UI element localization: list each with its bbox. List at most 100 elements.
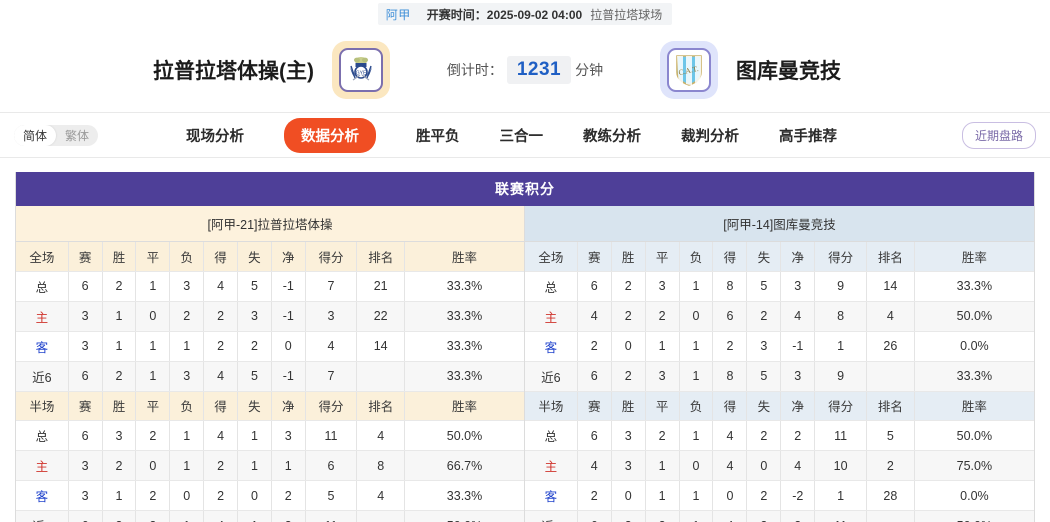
cell-rank: 4 — [356, 480, 406, 511]
cell-against: 1 — [237, 420, 272, 451]
cell-winrate: 33.3% — [914, 271, 1034, 302]
atletico-tucuman-crest-icon: C.A.T. — [667, 48, 711, 92]
table-row: 客 3 1 1 1 2 2 0 4 14 33.3% — [16, 331, 524, 362]
cell-loss: 0 — [169, 480, 205, 511]
cell-draw: 1 — [135, 271, 171, 302]
cell-rank: 14 — [866, 271, 915, 302]
col-rank: 排名 — [866, 391, 915, 421]
tab-win-draw-loss[interactable]: 胜平负 — [416, 128, 460, 145]
cell-draw: 1 — [645, 331, 680, 362]
lang-option-simplified[interactable]: 简体 — [14, 124, 57, 146]
cell-played: 2 — [577, 480, 612, 511]
col-win: 胜 — [611, 242, 646, 272]
cell-against: 3 — [746, 331, 782, 362]
cell-win: 3 — [611, 420, 646, 451]
cell-played: 6 — [68, 510, 103, 522]
col-rank: 排名 — [866, 242, 915, 272]
tab-referee-analysis[interactable]: 裁判分析 — [681, 128, 740, 145]
cell-loss: 1 — [679, 510, 714, 522]
col-loss: 负 — [679, 391, 714, 421]
nav-tabs: 现场分析 数据分析 胜平负 三合一 教练分析 裁判分析 高手推荐 — [186, 117, 838, 153]
cell-diff: -1 — [271, 361, 306, 392]
cell-draw: 2 — [645, 510, 680, 522]
table-row: 总 6 2 3 1 8 5 3 9 14 33.3% — [525, 271, 1034, 302]
cell-winrate: 50.0% — [914, 420, 1034, 451]
cell-win: 1 — [102, 480, 137, 511]
cell-against: 5 — [237, 361, 272, 392]
table-row: 近6 6 2 3 1 8 5 3 9 33.3% — [525, 361, 1034, 392]
countdown-unit: 分钟 — [575, 62, 604, 78]
col-played: 赛 — [68, 242, 103, 272]
col-draw: 平 — [135, 242, 171, 272]
cell-for: 4 — [203, 510, 238, 522]
row-label: 近6 — [16, 510, 69, 522]
col-points: 得分 — [305, 391, 358, 421]
table-row: 客 2 0 1 1 2 3 -1 1 26 0.0% — [525, 331, 1034, 362]
table-header-row: 全场 赛 胜 平 负 得 失 净 得分 排名 胜率 — [525, 242, 1034, 272]
home-team[interactable]: 拉普拉塔体操(主) GYE — [60, 41, 390, 99]
cell-win: 3 — [611, 450, 646, 481]
cell-against: 5 — [746, 361, 782, 392]
recent-odds-button[interactable]: 近期盘路 — [961, 121, 1036, 149]
cell-diff: 2 — [780, 510, 816, 522]
lang-option-traditional[interactable]: 繁体 — [65, 128, 90, 143]
cell-win: 0 — [611, 480, 646, 511]
cell-winrate: 50.0% — [914, 301, 1034, 332]
cell-diff: 3 — [780, 361, 816, 392]
cell-rank: 4 — [866, 301, 915, 332]
row-label: 主 — [16, 301, 69, 332]
col-points: 得分 — [814, 391, 867, 421]
row-label: 客 — [16, 480, 69, 511]
cell-played: 6 — [577, 510, 612, 522]
tab-data-analysis[interactable]: 数据分析 — [284, 117, 377, 153]
league-tag[interactable]: 阿甲 — [385, 7, 411, 22]
match-info-bar: 阿甲 开赛时间：2025-09-02 04:00 拉普拉塔球场 — [0, 0, 1050, 28]
cell-draw: 1 — [135, 331, 171, 362]
cell-against: 2 — [746, 301, 782, 332]
cell-points: 11 — [814, 510, 867, 522]
cell-rank: 5 — [866, 420, 915, 451]
cell-played: 3 — [68, 301, 103, 332]
tab-three-in-one[interactable]: 三合一 — [499, 128, 544, 145]
cell-winrate: 50.0% — [914, 510, 1034, 522]
table-row: 主 3 2 0 1 2 1 1 6 8 66.7% — [16, 450, 524, 481]
cell-win: 2 — [102, 271, 137, 302]
col-winrate: 胜率 — [404, 242, 524, 272]
table-row: 近6 6 3 2 1 4 2 2 11 50.0% — [525, 510, 1034, 522]
cell-points: 5 — [305, 480, 358, 511]
cell-played: 6 — [68, 361, 103, 392]
cell-played: 6 — [577, 361, 612, 392]
cell-for: 6 — [712, 301, 748, 332]
col-against: 失 — [746, 242, 782, 272]
col-diff: 净 — [271, 242, 306, 272]
cell-diff: -1 — [271, 301, 306, 332]
cell-diff: -2 — [780, 480, 816, 511]
away-team[interactable]: C.A.T. 图库曼竞技 — [660, 41, 990, 99]
cell-loss: 2 — [169, 301, 205, 332]
cell-for: 4 — [712, 510, 748, 522]
col-scope: 全场 — [525, 242, 578, 272]
cell-win: 2 — [102, 361, 137, 392]
cell-played: 3 — [68, 480, 103, 511]
col-draw: 平 — [645, 391, 680, 421]
cell-winrate: 33.3% — [404, 480, 524, 511]
col-against: 失 — [746, 391, 782, 421]
countdown-label: 倒计时： — [446, 62, 503, 78]
table-row: 客 3 1 2 0 2 0 2 5 4 33.3% — [16, 480, 524, 511]
table-row: 主 4 2 2 0 6 2 4 8 4 50.0% — [525, 301, 1034, 332]
tab-live-analysis[interactable]: 现场分析 — [186, 128, 245, 145]
tab-expert-picks[interactable]: 高手推荐 — [779, 128, 838, 145]
countdown-chip: 1231 — [506, 56, 572, 84]
cell-points: 10 — [814, 450, 867, 481]
cell-played: 3 — [68, 331, 103, 362]
cell-diff: -1 — [271, 271, 306, 302]
row-label: 总 — [16, 271, 69, 302]
tab-coach-analysis[interactable]: 教练分析 — [583, 128, 642, 145]
cell-draw: 1 — [135, 361, 171, 392]
col-draw: 平 — [645, 242, 680, 272]
language-toggle[interactable]: 简体 繁体 — [14, 124, 99, 146]
cell-diff: 3 — [271, 420, 306, 451]
cell-diff: 0 — [271, 331, 306, 362]
cell-winrate: 0.0% — [914, 331, 1034, 362]
cell-win: 0 — [611, 331, 646, 362]
